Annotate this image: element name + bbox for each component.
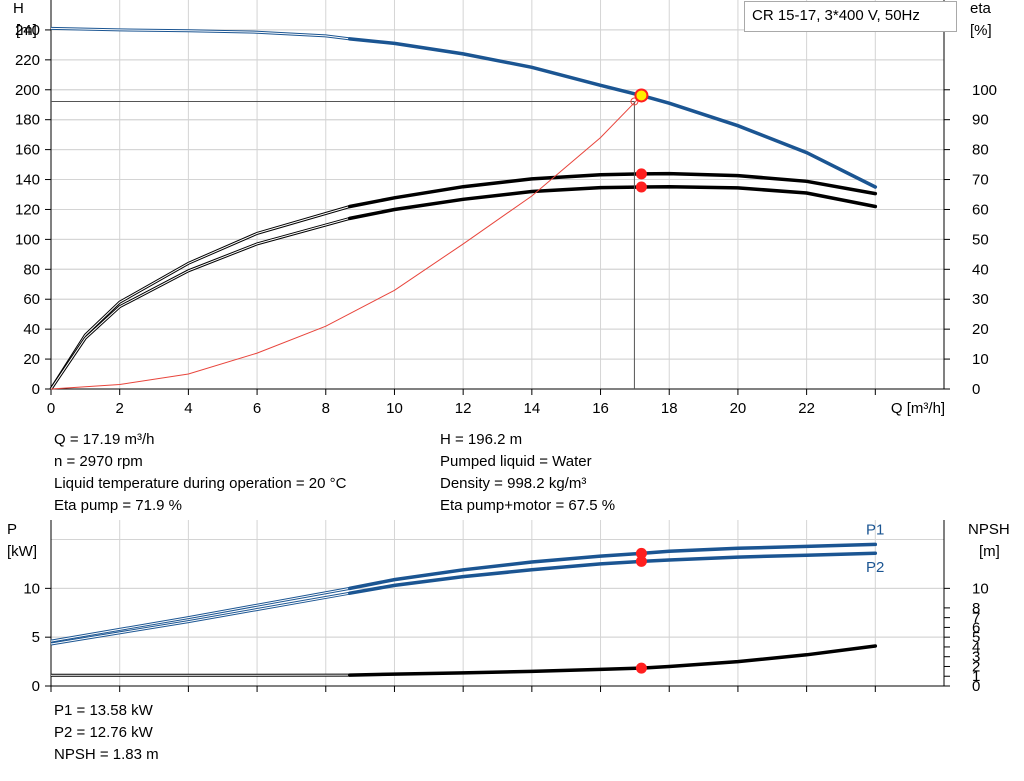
p1-label: P1: [866, 521, 884, 538]
y-right-tick-label: 30: [972, 291, 989, 308]
y-right-tick-label: 2: [972, 658, 980, 675]
power-axis-title: P: [7, 521, 17, 538]
y-left-tick-label: 0: [32, 381, 40, 398]
eta-pump-curve: [348, 171, 878, 209]
y-right-tick-label: 40: [972, 261, 989, 278]
info-head: H = 196.2 m: [440, 431, 523, 448]
x-tick-label: 18: [661, 400, 678, 417]
info-eta-total: Eta pump+motor = 67.5 %: [440, 497, 616, 514]
y-right-tick-label: 80: [972, 142, 989, 159]
right-axis-unit: [%]: [970, 22, 992, 39]
y-left-tick-label: 140: [15, 172, 40, 189]
info-density: Density = 998.2 kg/m³: [440, 475, 587, 492]
y-right-tick-label: 10: [972, 580, 989, 597]
y-right-tick-label: 1: [972, 668, 980, 685]
p1-curve: [348, 542, 878, 591]
eta-pump-curve-outside-core: [50, 206, 350, 390]
p1-curve-outside-core: [50, 587, 350, 642]
y-left-tick-label: 100: [15, 231, 40, 248]
x-tick-label: 22: [798, 400, 815, 417]
x-tick-label: 6: [253, 400, 261, 417]
p2-label: P2: [866, 559, 884, 576]
legend-box-text: CR 15-17, 3*400 V, 50Hz: [752, 7, 920, 24]
system-curve: [50, 95, 642, 390]
y-right-tick-label: 0: [972, 678, 980, 695]
y-left-tick-label: 10: [23, 580, 40, 597]
info-p1: P1 = 13.58 kW: [54, 702, 153, 719]
eta-marker: [635, 181, 647, 193]
y-right-tick-label: 3: [972, 649, 980, 666]
info-speed: n = 2970 rpm: [54, 453, 143, 470]
y-left-tick-label: 180: [15, 112, 40, 129]
x-tick-label: 20: [730, 400, 747, 417]
eta-pump-curve-outside: [49, 205, 351, 390]
npsh-axis-title: NPSH: [968, 521, 1010, 538]
info-p2: P2 = 12.76 kW: [54, 724, 153, 741]
y-right-tick-label: 5: [972, 629, 980, 646]
x-tick-label: 2: [116, 400, 124, 417]
x-tick-label: 10: [386, 400, 403, 417]
eta-total-curve-outside: [49, 216, 351, 390]
x-axis-title: Q [m³/h]: [891, 400, 945, 417]
eta-total-curve: [348, 184, 878, 221]
npsh-curve: [348, 644, 878, 677]
y-right-tick-label: 20: [972, 321, 989, 338]
y-left-tick-label: 0: [32, 678, 40, 695]
y-right-tick-label: 70: [972, 172, 989, 189]
y-left-tick-label: 240: [15, 22, 40, 39]
y-right-tick-label: 60: [972, 201, 989, 218]
head-curve-outside-core: [50, 27, 350, 40]
y-right-tick-label: 10: [972, 351, 989, 368]
npsh-axis-unit: [m]: [979, 543, 1000, 560]
info-npsh: NPSH = 1.83 m: [54, 746, 159, 763]
x-tick-label: 8: [322, 400, 330, 417]
y-right-tick-label: 90: [972, 112, 989, 129]
y-left-tick-label: 20: [23, 351, 40, 368]
legend-box: CR 15-17, 3*400 V, 50Hz: [744, 1, 957, 32]
info-temperature: Liquid temperature during operation = 20…: [54, 475, 347, 492]
head-curve: [348, 37, 878, 189]
info-liquid: Pumped liquid = Water: [440, 453, 592, 470]
x-tick-label: 0: [47, 400, 55, 417]
y-left-tick-label: 60: [23, 291, 40, 308]
info-q: Q = 17.19 m³/h: [54, 431, 155, 448]
y-left-tick-label: 80: [23, 261, 40, 278]
y-left-tick-label: 200: [15, 82, 40, 99]
left-axis-unit: [m]: [16, 22, 37, 39]
x-tick-label: 16: [592, 400, 609, 417]
info-eta-pump: Eta pump = 71.9 %: [54, 497, 182, 514]
eta-total-curve-outside-core: [50, 217, 350, 390]
y-right-tick-label: 50: [972, 231, 989, 248]
y-right-tick-label: 8: [972, 600, 980, 617]
power-marker: [635, 547, 647, 559]
right-axis-title: eta: [970, 0, 992, 17]
power-marker: [635, 662, 647, 674]
y-left-tick-label: 120: [15, 201, 40, 218]
y-left-tick-label: 40: [23, 321, 40, 338]
y-right-tick-label: 0: [972, 381, 980, 398]
y-right-tick-label: 6: [972, 619, 980, 636]
y-right-tick-label: 4: [972, 639, 980, 656]
power-marker: [635, 555, 647, 567]
y-left-tick-label: 220: [15, 52, 40, 69]
x-tick-label: 12: [455, 400, 472, 417]
p2-curve: [348, 551, 878, 595]
p2-curve-outside-core: [50, 592, 350, 645]
y-left-tick-label: 160: [15, 142, 40, 159]
y-right-tick-label: 7: [972, 610, 980, 627]
y-left-tick-label: 5: [32, 629, 40, 646]
duty-point-marker: [634, 88, 649, 103]
x-tick-label: 14: [524, 400, 541, 417]
eta-marker: [635, 168, 647, 180]
x-tick-label: 4: [184, 400, 192, 417]
power-axis-unit: [kW]: [7, 543, 37, 560]
left-axis-title: H: [13, 0, 24, 17]
y-right-tick-label: 100: [972, 82, 997, 99]
